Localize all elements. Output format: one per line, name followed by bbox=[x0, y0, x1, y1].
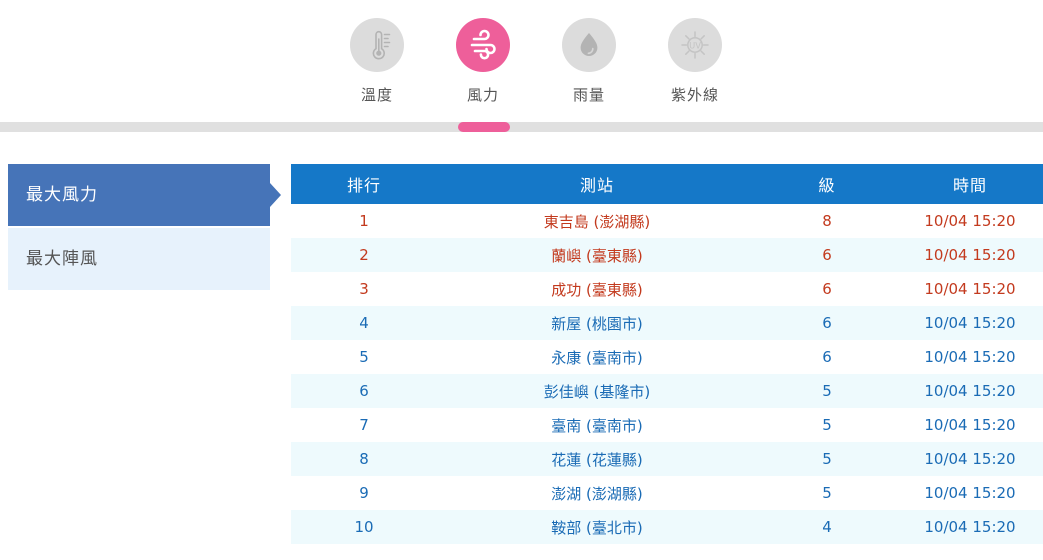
sidebar: 最大風力 最大陣風 bbox=[8, 164, 281, 292]
tab-label-temperature: 溫度 bbox=[360, 86, 393, 104]
uv-sun-icon: UV bbox=[668, 18, 722, 72]
column-header-station[interactable]: 測站 bbox=[437, 164, 757, 204]
cell-rank: 4 bbox=[291, 306, 437, 340]
table-row[interactable]: 4 新屋 (桃園市) 6 10/04 15:20 bbox=[291, 306, 1043, 340]
column-header-level[interactable]: 級 bbox=[757, 164, 897, 204]
cell-time: 10/04 15:20 bbox=[897, 374, 1043, 408]
table-body: 1 東吉島 (澎湖縣) 8 10/04 15:20 2 蘭嶼 (臺東縣) 6 10/04 15… bbox=[291, 204, 1043, 544]
cell-rank: 5 bbox=[291, 340, 437, 374]
cell-time: 10/04 15:20 bbox=[897, 340, 1043, 374]
cell-station: 彭佳嶼 (基隆市) bbox=[437, 374, 757, 408]
table-row[interactable]: 2 蘭嶼 (臺東縣) 6 10/04 15:20 bbox=[291, 238, 1043, 272]
sidebar-item-label: 最大風力 bbox=[26, 185, 98, 205]
svg-text:UV: UV bbox=[689, 40, 701, 50]
cell-level: 4 bbox=[757, 510, 897, 544]
column-header-time[interactable]: 時間 bbox=[897, 164, 1043, 204]
table-header-row: 排行 測站 級 時間 bbox=[291, 164, 1043, 204]
cell-time: 10/04 15:20 bbox=[897, 442, 1043, 476]
cell-time: 10/04 15:20 bbox=[897, 204, 1043, 238]
cell-time: 10/04 15:20 bbox=[897, 306, 1043, 340]
table-row[interactable]: 10 鞍部 (臺北市) 4 10/04 15:20 bbox=[291, 510, 1043, 544]
ranking-table: 排行 測站 級 時間 1 東吉島 (澎湖縣) 8 10/04 15:20 2 蘭嶼 (臺東… bbox=[291, 164, 1043, 544]
tab-divider-bar bbox=[0, 122, 1043, 132]
sidebar-item-label: 最大陣風 bbox=[26, 249, 98, 269]
table-row[interactable]: 3 成功 (臺東縣) 6 10/04 15:20 bbox=[291, 272, 1043, 306]
cell-station: 新屋 (桃園市) bbox=[437, 306, 757, 340]
cell-time: 10/04 15:20 bbox=[897, 408, 1043, 442]
table-head: 排行 測站 級 時間 bbox=[291, 164, 1043, 204]
table-row[interactable]: 6 彭佳嶼 (基隆市) 5 10/04 15:20 bbox=[291, 374, 1043, 408]
cell-rank: 7 bbox=[291, 408, 437, 442]
cell-level: 5 bbox=[757, 408, 897, 442]
tab-label-uv: 紫外線 bbox=[670, 86, 719, 104]
cell-level: 8 bbox=[757, 204, 897, 238]
cell-level: 5 bbox=[757, 476, 897, 510]
table-row[interactable]: 8 花蓮 (花蓮縣) 5 10/04 15:20 bbox=[291, 442, 1043, 476]
cell-time: 10/04 15:20 bbox=[897, 476, 1043, 510]
category-tabbar: 溫度 風力 雨量 bbox=[0, 0, 1043, 122]
cell-station: 澎湖 (澎湖縣) bbox=[437, 476, 757, 510]
tab-label-rainfall: 雨量 bbox=[572, 86, 605, 104]
cell-rank: 10 bbox=[291, 510, 437, 544]
cell-station: 成功 (臺東縣) bbox=[437, 272, 757, 306]
table-row[interactable]: 1 東吉島 (澎湖縣) 8 10/04 15:20 bbox=[291, 204, 1043, 238]
cell-time: 10/04 15:20 bbox=[897, 238, 1043, 272]
sidebar-item-max-wind[interactable]: 最大風力 bbox=[8, 164, 281, 226]
raindrop-icon bbox=[562, 18, 616, 72]
cell-level: 6 bbox=[757, 272, 897, 306]
tab-uv[interactable]: UV 紫外線 bbox=[642, 18, 748, 105]
cell-level: 6 bbox=[757, 238, 897, 272]
table-row[interactable]: 7 臺南 (臺南市) 5 10/04 15:20 bbox=[291, 408, 1043, 442]
tab-temperature[interactable]: 溫度 bbox=[324, 18, 430, 105]
cell-station: 臺南 (臺南市) bbox=[437, 408, 757, 442]
cell-station: 花蓮 (花蓮縣) bbox=[437, 442, 757, 476]
cell-station: 東吉島 (澎湖縣) bbox=[437, 204, 757, 238]
cell-time: 10/04 15:20 bbox=[897, 272, 1043, 306]
tab-rainfall[interactable]: 雨量 bbox=[536, 18, 642, 105]
tab-label-wind: 風力 bbox=[466, 86, 499, 104]
table-row[interactable]: 9 澎湖 (澎湖縣) 5 10/04 15:20 bbox=[291, 476, 1043, 510]
table-row[interactable]: 5 永康 (臺南市) 6 10/04 15:20 bbox=[291, 340, 1043, 374]
cell-rank: 3 bbox=[291, 272, 437, 306]
cell-station: 鞍部 (臺北市) bbox=[437, 510, 757, 544]
cell-rank: 1 bbox=[291, 204, 437, 238]
active-tab-indicator bbox=[458, 122, 510, 132]
cell-level: 5 bbox=[757, 374, 897, 408]
wind-icon bbox=[456, 18, 510, 72]
sidebar-item-max-gust[interactable]: 最大陣風 bbox=[8, 228, 270, 290]
cell-time: 10/04 15:20 bbox=[897, 510, 1043, 544]
thermometer-icon bbox=[350, 18, 404, 72]
cell-rank: 8 bbox=[291, 442, 437, 476]
cell-station: 蘭嶼 (臺東縣) bbox=[437, 238, 757, 272]
tab-wind[interactable]: 風力 bbox=[430, 18, 536, 105]
cell-rank: 6 bbox=[291, 374, 437, 408]
cell-level: 6 bbox=[757, 340, 897, 374]
cell-station: 永康 (臺南市) bbox=[437, 340, 757, 374]
cell-level: 6 bbox=[757, 306, 897, 340]
cell-rank: 9 bbox=[291, 476, 437, 510]
cell-rank: 2 bbox=[291, 238, 437, 272]
cell-level: 5 bbox=[757, 442, 897, 476]
sidebar-active-arrow-icon bbox=[270, 183, 281, 207]
column-header-rank[interactable]: 排行 bbox=[291, 164, 437, 204]
